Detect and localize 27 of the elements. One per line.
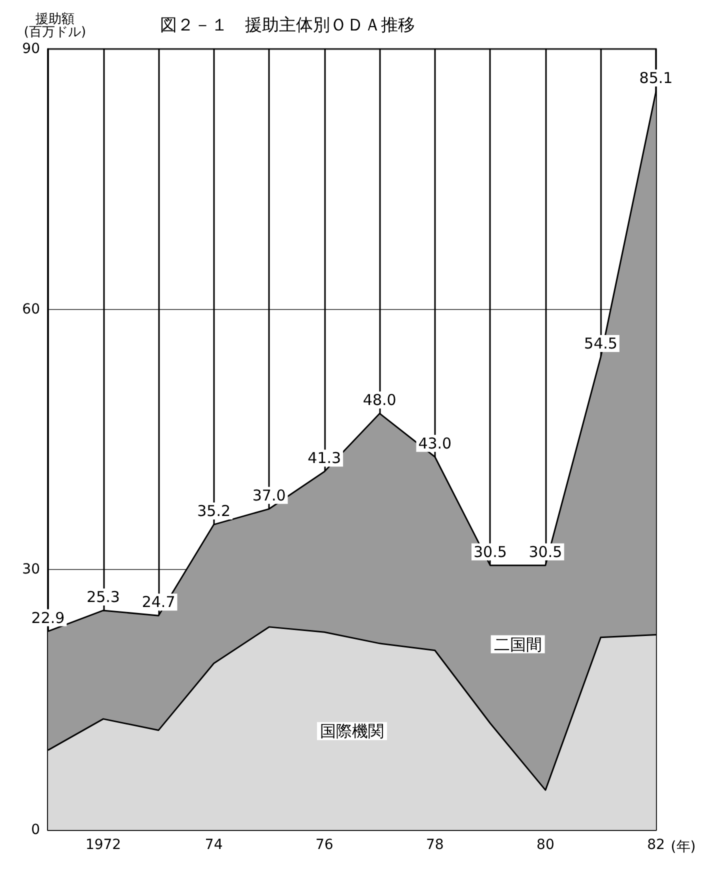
total-label: 85.1	[639, 69, 673, 88]
total-label: 54.5	[584, 334, 618, 353]
total-label: 22.9	[31, 608, 65, 627]
total-label: 24.7	[142, 593, 176, 612]
x-tick-label: 80	[536, 837, 554, 853]
x-axis-title: (年)	[670, 839, 696, 855]
total-label: 25.3	[86, 588, 120, 606]
x-tick-label: 78	[426, 837, 444, 853]
x-tick-label: 1972	[85, 837, 122, 853]
x-tick-label: 76	[315, 837, 334, 853]
total-label: 41.3	[308, 449, 342, 468]
total-label: 37.0	[252, 486, 286, 504]
y-tick-label: 30	[22, 562, 40, 578]
x-tick-label: 82	[647, 837, 665, 853]
y-tick-label: 90	[22, 41, 40, 57]
x-tick-label: 74	[204, 837, 223, 853]
y-axis-title: 援助額 (百万ドル)	[24, 12, 86, 40]
total-label: 43.0	[418, 434, 452, 452]
total-label: 35.2	[197, 502, 231, 520]
y-tick-label: 0	[31, 822, 40, 838]
series-label: 国際機関	[320, 722, 384, 741]
series-label: 二国間	[494, 634, 542, 654]
chart-title: 図２－１ 援助主体別ＯＤＡ推移	[160, 16, 415, 36]
total-label: 30.5	[473, 542, 507, 561]
total-label: 48.0	[362, 390, 396, 409]
y-tick-label: 60	[22, 301, 40, 318]
total-label: 30.5	[528, 542, 562, 561]
